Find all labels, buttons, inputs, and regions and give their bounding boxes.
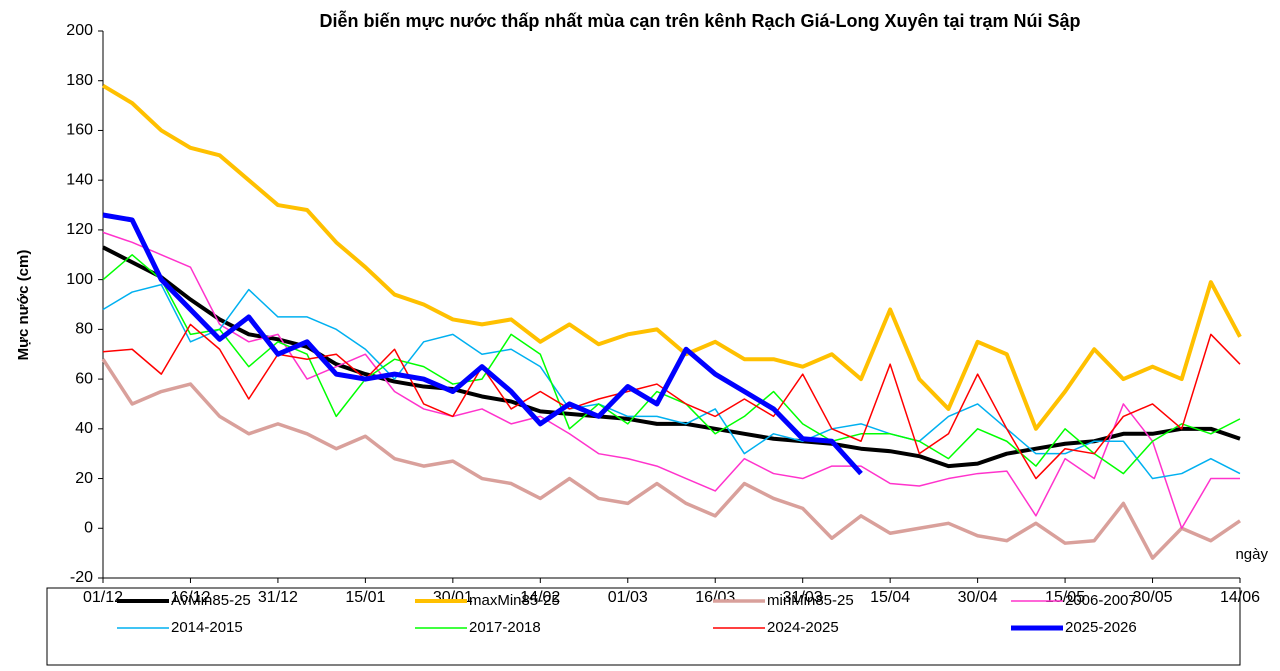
x-tick-label: 31/12: [258, 589, 298, 606]
x-tick-label: 15/04: [870, 589, 910, 606]
y-tick-label: 80: [75, 321, 93, 338]
y-tick-label: 160: [66, 122, 93, 139]
y-tick-label: 140: [66, 171, 93, 188]
legend-label: 2014-2015: [171, 619, 243, 636]
x-tick-label: 31/03: [783, 589, 823, 606]
legend-label: 2025-2026: [1065, 619, 1137, 636]
x-axis-label: ngày: [1235, 546, 1268, 563]
legend-label: 2024-2025: [767, 619, 839, 636]
y-tick-label: 60: [75, 370, 93, 387]
y-tick-label: 180: [66, 72, 93, 89]
y-tick-label: 200: [66, 22, 93, 39]
x-tick-label: 30/04: [958, 589, 998, 606]
legend-label: minMin85-25: [767, 592, 854, 609]
series-line: [102, 323, 1241, 480]
x-tick-label: 16/03: [695, 589, 735, 606]
series-line: [102, 212, 863, 476]
legend-label: 2017-2018: [469, 619, 541, 636]
x-tick-label: 15/05: [1045, 589, 1085, 606]
series-line: [101, 83, 1242, 431]
y-tick-label: 100: [66, 271, 93, 288]
legend-box: [46, 587, 1241, 666]
y-tick-label: 20: [75, 470, 93, 487]
series-line: [102, 283, 1241, 480]
x-tick-label: 30/01: [433, 589, 473, 606]
x-tick-label: 30/05: [1133, 589, 1173, 606]
y-tick-label: -20: [70, 569, 93, 586]
x-tick-label: 01/03: [608, 589, 648, 606]
legend-label: maxMin85-25: [469, 592, 560, 609]
x-tick-label: 15/01: [345, 589, 385, 606]
x-tick-label: 16/12: [170, 589, 210, 606]
series-line: [102, 245, 1241, 469]
series-line: [101, 358, 1241, 560]
series-line: [102, 254, 1241, 475]
x-tick-label: 14/06: [1220, 589, 1260, 606]
x-tick-label: 14/02: [520, 589, 560, 606]
legend-label: AvMin85-25: [171, 592, 251, 609]
chart-title: Diễn biến mực nước thấp nhất mùa cạn trê…: [319, 11, 1081, 31]
y-tick-label: 0: [84, 519, 93, 536]
y-tick-label: 40: [75, 420, 93, 437]
x-tick-label: 01/12: [83, 589, 123, 606]
y-axis-label: Mực nước (cm): [15, 250, 32, 361]
y-tick-label: 120: [66, 221, 93, 238]
legend-label: 2006-2007: [1065, 592, 1137, 609]
